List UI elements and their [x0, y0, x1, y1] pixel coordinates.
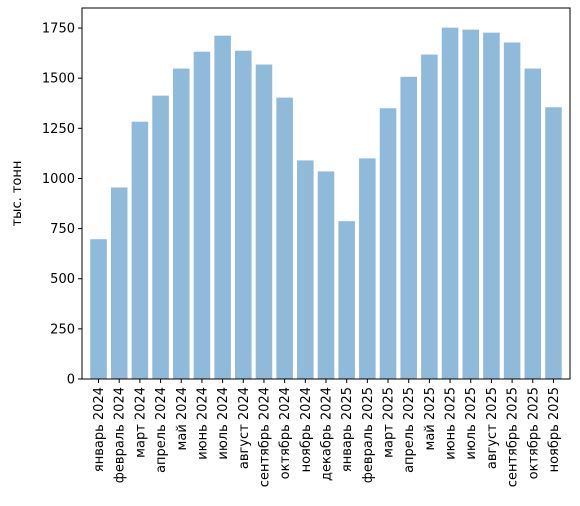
- x-tick-label: сентябрь 2025: [506, 387, 521, 487]
- bar: [317, 171, 335, 379]
- bar: [131, 121, 149, 380]
- bar: [297, 160, 314, 379]
- x-tick-label: март 2025: [382, 387, 397, 458]
- x-tick-label: январь 2024: [92, 387, 107, 472]
- x-tick-label: январь 2025: [340, 387, 355, 472]
- x-tick-label: июль 2025: [464, 387, 479, 460]
- x-tick-label: октябрь 2025: [526, 387, 541, 479]
- bar: [90, 239, 107, 379]
- plot-frame: [81, 7, 571, 380]
- bar: [400, 76, 417, 380]
- bar: [255, 64, 273, 379]
- y-tick-label: 250: [50, 322, 75, 337]
- bar: [462, 29, 480, 379]
- bar: [235, 50, 252, 379]
- y-tick-label: 1250: [42, 122, 75, 137]
- bar: [483, 32, 500, 380]
- x-tick-label: май 2024: [175, 387, 190, 450]
- x-tick-label: декабрь 2024: [320, 387, 335, 481]
- y-tick-label: 1500: [42, 72, 75, 87]
- x-tick-label: февраль 2024: [113, 387, 128, 483]
- bar: [441, 27, 459, 379]
- bar: [359, 158, 376, 379]
- x-tick-label: май 2025: [423, 387, 438, 450]
- bar: [172, 68, 190, 380]
- bar: [193, 51, 211, 380]
- y-tick-label: 500: [50, 272, 75, 287]
- y-axis: 0 250 500 750 1000 1250 1500 1750: [42, 22, 82, 388]
- x-tick-label: июнь 2024: [195, 387, 210, 460]
- bar: [503, 42, 521, 379]
- bar: [276, 97, 293, 379]
- x-tick-label: август 2025: [485, 387, 500, 469]
- bars-group: [90, 27, 562, 380]
- x-tick-label: ноябрь 2024: [299, 387, 314, 472]
- y-tick-label: 750: [50, 222, 75, 237]
- x-tick-label: октябрь 2024: [278, 387, 293, 479]
- bar: [379, 108, 397, 380]
- bar: [110, 187, 128, 379]
- y-tick-label: 1750: [42, 22, 75, 37]
- x-tick-label: ноябрь 2025: [547, 387, 562, 472]
- bar: [214, 35, 231, 380]
- x-tick-label: март 2024: [133, 387, 148, 458]
- x-axis: январь 2024 февраль 2024 март 2024 апрель 2…: [92, 379, 562, 487]
- x-tick-label: апрель 2024: [154, 387, 169, 473]
- x-tick-label: сентябрь 2024: [257, 387, 272, 487]
- x-tick-label: август 2024: [237, 387, 252, 469]
- bar: [421, 54, 438, 380]
- y-tick-label: 1000: [42, 172, 75, 187]
- x-tick-label: апрель 2025: [402, 387, 417, 473]
- x-tick-label: июнь 2025: [444, 387, 459, 460]
- bar: [338, 221, 355, 379]
- bar: [524, 68, 542, 380]
- x-tick-label: июль 2024: [216, 387, 231, 460]
- y-tick-label: 0: [67, 373, 75, 388]
- x-tick-label: февраль 2025: [361, 387, 376, 483]
- bar: [152, 95, 169, 379]
- y-axis-label: тыс. тонн: [10, 161, 25, 227]
- bar: [545, 107, 562, 379]
